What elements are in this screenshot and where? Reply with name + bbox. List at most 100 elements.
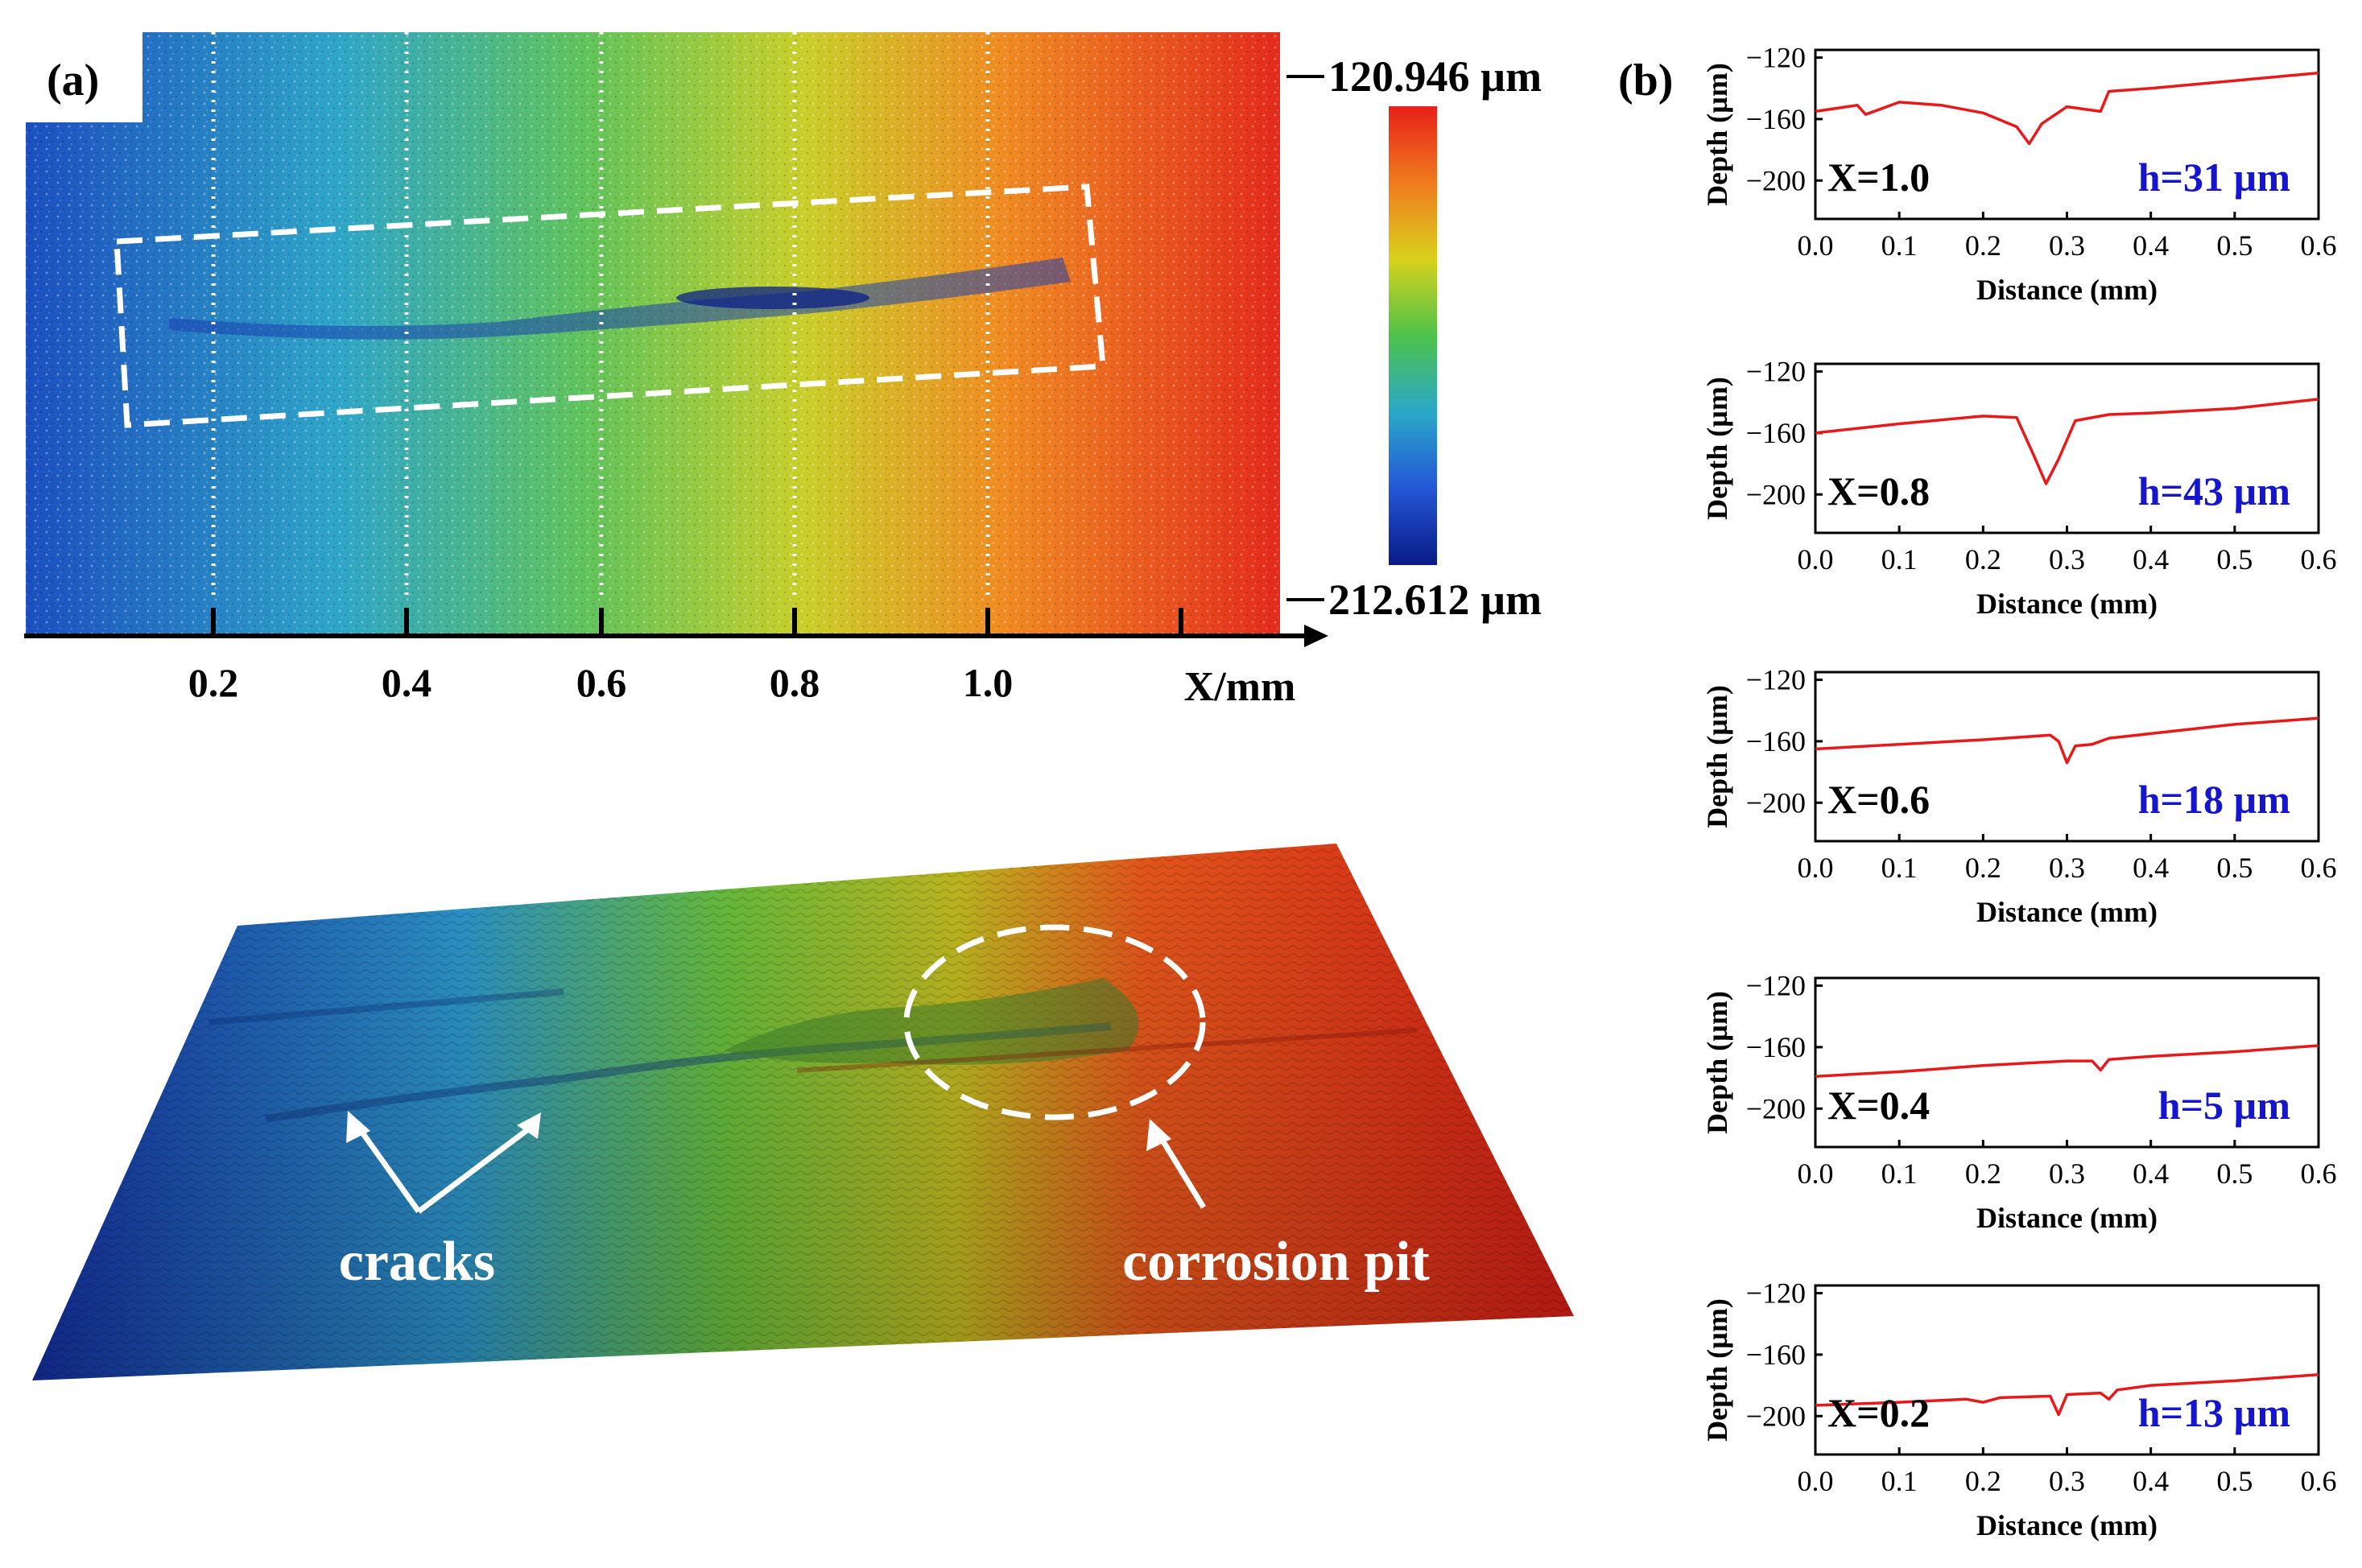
x-axis: 0.2 0.4 0.6 0.8 1.0 X/mm [24,608,1328,710]
x-tick-label: 0.1 [1881,852,1918,884]
profile-chart-1: 0.0 0.1 0.2 0.3 0.4 0.5 0.6 −120 −160 −200 Distanc… [1701,42,2337,306]
x-tick-label: 0.5 [2216,1157,2253,1190]
depth-profile-charts: 0.0 0.1 0.2 0.3 0.4 0.5 0.6 −120 −160 −200 Distanc… [1701,42,2337,1541]
x-tick-label: 0.0 [1798,229,1834,262]
x-tick-0.2: 0.2 [188,660,239,705]
cracks-label: cracks [339,1231,495,1293]
x-tick-label: 0.0 [1798,1157,1834,1190]
x-tick-0.6: 0.6 [576,660,627,705]
x-tick-label: 0.3 [2049,852,2085,884]
y-tick-label: −160 [1746,1339,1806,1371]
x-axis-arrow-icon [1304,625,1328,647]
x-tick-label: 0.4 [2133,543,2169,576]
x-tick-label: 0.5 [2216,852,2253,884]
profile-line [1815,71,2319,146]
profile-position-label: X=0.4 [1827,1083,1930,1128]
y-tick-label: −120 [1746,970,1806,1002]
upper-crack-line [209,988,564,1025]
y-tick-label: −200 [1746,478,1806,510]
y-axis-title: Depth (µm) [1701,685,1733,828]
y-tick-label: −200 [1746,1092,1806,1124]
pit-depth-label: h=43 µm [2138,468,2290,514]
x-tick-label: 0.5 [2216,229,2253,262]
pit-depression [725,978,1139,1065]
y-axis-title: Depth (µm) [1701,377,1733,520]
x-tick-label: 0.2 [1965,1157,2001,1190]
y-tick-label: −160 [1746,725,1806,757]
arrow-head-icon [346,1111,370,1143]
cracks-arrows [356,1124,534,1214]
x-tick-label: 0.2 [1965,852,2001,884]
pit-depth-label: h=5 µm [2158,1083,2290,1128]
profile-line [1815,1372,2319,1417]
panel-a-label: (a) [47,56,99,105]
x-tick-label: 0.4 [2133,1157,2169,1190]
step-edge [796,1028,1418,1073]
colorbar: 120.946 µm 212.612 µm [1286,52,1542,624]
x-tick-label: 0.3 [2049,543,2085,576]
x-tick-label: 0.6 [2301,852,2337,884]
y-axis-title: Depth (µm) [1701,991,1733,1134]
y-tick-label: −160 [1746,103,1806,135]
y-tick-label: −120 [1746,42,1806,74]
x-tick-label: 0.0 [1798,543,1834,576]
panel-b-label: (b) [1618,56,1673,105]
y-axis-title: Depth (µm) [1701,63,1733,206]
profile-position-label: X=0.6 [1827,777,1930,822]
profile-position-label: X=1.0 [1827,155,1930,200]
x-tick-label: 0.3 [2049,1465,2085,1497]
x-tick-label: 0.6 [2301,1157,2337,1190]
profile-chart-5: 0.0 0.1 0.2 0.3 0.4 0.5 0.6 −120 −160 −200 Distanc… [1701,1277,2337,1541]
x-tick-label: 0.2 [1965,543,2001,576]
profile-line [1815,1044,2319,1078]
surface-3d-texture [32,844,1574,1380]
x-tick-1.0: 1.0 [963,660,1014,705]
pit-depth-label: h=13 µm [2138,1390,2290,1435]
defect-streak [169,258,1071,340]
pit-circle [903,924,1206,1120]
x-tick-label: 0.2 [1965,229,2001,262]
x-axis-title: Distance (mm) [1976,896,2158,928]
profile-line [1815,716,2319,765]
x-tick-label: 0.0 [1798,852,1834,884]
defect-core [676,287,869,309]
label-backdrop [26,32,142,122]
y-tick-label: −200 [1746,1400,1806,1432]
x-tick-0.4: 0.4 [382,660,432,705]
x-tick-label: 0.0 [1798,1465,1834,1497]
y-tick-label: −160 [1746,1031,1806,1063]
pit-depth-label: h=18 µm [2138,777,2290,822]
pit-depth-label: h=31 µm [2138,155,2290,200]
x-tick-label: 0.6 [2301,229,2337,262]
x-tick-label: 0.5 [2216,543,2253,576]
arrow-head-icon [1146,1119,1171,1151]
x-tick-label: 0.1 [1881,543,1918,576]
colorbar-min-label: 212.612 µm [1328,576,1542,624]
x-tick-label: 0.2 [1965,1465,2001,1497]
y-tick-label: −120 [1746,1277,1806,1310]
x-axis-title: Distance (mm) [1976,1202,2158,1234]
y-tick-label: −200 [1746,164,1806,196]
colorbar-bar [1389,106,1437,565]
x-tick-label: 0.4 [2133,1465,2169,1497]
profile-position-label: X=0.8 [1827,468,1930,514]
x-tick-label: 0.1 [1881,1465,1918,1497]
x-tick-0.8: 0.8 [770,660,820,705]
x-tick-label: 0.3 [2049,229,2085,262]
profile-chart-4: 0.0 0.1 0.2 0.3 0.4 0.5 0.6 −120 −160 −200 Distanc… [1701,970,2337,1234]
x-tick-label: 0.4 [2133,229,2169,262]
y-tick-label: −120 [1746,664,1806,696]
x-tick-label: 0.1 [1881,1157,1918,1190]
x-axis-title: Distance (mm) [1976,1509,2158,1541]
profile-chart-3: 0.0 0.1 0.2 0.3 0.4 0.5 0.6 −120 −160 −200 Distanc… [1701,664,2337,928]
pit-arrow [1157,1133,1206,1209]
x-tick-label: 0.4 [2133,852,2169,884]
x-tick-label: 0.5 [2216,1465,2253,1497]
x-tick-label: 0.6 [2301,543,2337,576]
height-map: 0.2 0.4 0.6 0.8 1.0 X/mm (a) [24,32,1328,710]
y-tick-label: −200 [1746,786,1806,819]
x-tick-label: 0.1 [1881,229,1918,262]
x-tick-label: 0.3 [2049,1157,2085,1190]
surface-3d: cracks corrosion pit [32,844,1574,1380]
